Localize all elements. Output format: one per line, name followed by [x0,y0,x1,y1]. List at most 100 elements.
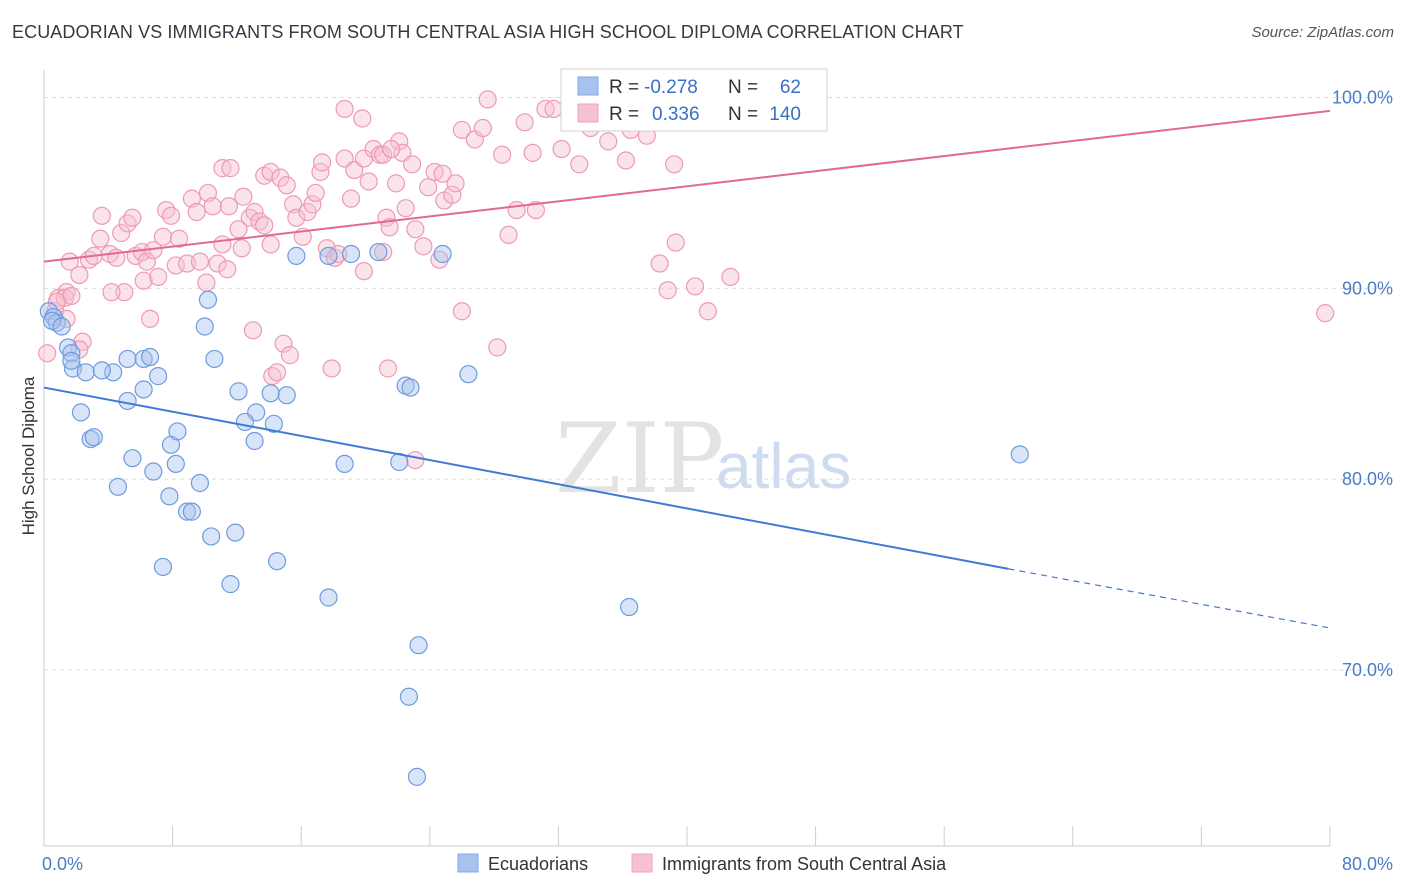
legend-pink-r-value: 0.336 [652,104,700,125]
data-point-ecuadorians [409,636,428,655]
data-point-immigrants [526,200,545,220]
data-point-ecuadorians [198,290,218,309]
data-point-ecuadorians [407,767,427,786]
data-point-immigrants [203,197,222,216]
data-point-ecuadorians [287,246,306,265]
data-point-ecuadorians [104,363,123,382]
data-point-immigrants [118,214,137,233]
data-point-immigrants [280,346,300,365]
data-point-ecuadorians [190,473,210,493]
data-point-immigrants [386,174,406,193]
data-point-ecuadorians [76,363,95,382]
legend-bottom-ecuadorians-swatch [457,853,479,873]
data-point-immigrants [433,164,452,183]
data-point-ecuadorians [620,597,639,617]
data-point-immigrants [452,302,472,321]
data-point-ecuadorians [202,527,221,546]
data-point-immigrants [380,218,399,237]
watermark: ZIP atlas [555,403,851,515]
data-point-immigrants [70,265,89,285]
data-point-immigrants [499,225,518,244]
x-tick-label: 80.0% [1342,854,1393,874]
data-point-immigrants [303,195,322,214]
data-point-ecuadorians [62,351,81,370]
data-point-immigrants [261,162,280,182]
series-ecuadorians-points [39,242,1029,786]
data-point-immigrants [353,109,372,128]
data-point-ecuadorians [267,552,287,571]
data-point-immigrants [306,183,325,203]
data-point-immigrants [92,206,111,225]
axes [43,70,1331,847]
data-point-ecuadorians [459,365,478,384]
data-point-ecuadorians [319,246,338,265]
data-point-immigrants [335,99,354,119]
data-point-ecuadorians [235,412,255,432]
y-axis-label: High School Diploma [19,376,38,535]
data-point-ecuadorians [62,344,81,363]
data-point-immigrants [190,252,210,271]
legend-blue-n-label: N = [728,77,758,98]
data-point-ecuadorians [369,242,388,262]
data-point-immigrants [666,233,685,252]
data-point-immigrants [341,189,361,208]
data-point-ecuadorians [261,384,280,403]
legend-bottom: Ecuadorians Immigrants from South Centra… [457,853,947,874]
legend-blue-swatch [577,76,599,96]
data-point-ecuadorians [134,380,153,399]
gridlines [44,97,1390,671]
legend-top-box [560,68,828,132]
legend-blue-r-value: -0.278 [644,77,698,98]
x-tick-label: 0.0% [42,854,83,874]
data-point-immigrants [414,237,433,256]
data-point-immigrants [267,363,287,382]
data-point-ecuadorians [59,338,78,357]
data-point-immigrants [218,260,237,279]
data-point-immigrants [599,132,618,151]
data-point-ecuadorians [399,687,419,706]
data-point-immigrants [229,220,248,239]
legend-pink-n-value: 140 [769,104,801,125]
data-point-immigrants [153,227,173,246]
data-point-immigrants [446,174,465,193]
data-point-immigrants [243,321,263,340]
data-point-ecuadorians [168,422,187,441]
trend-line-immigrants [43,109,1331,263]
data-point-immigrants [507,200,526,220]
data-point-ecuadorians [433,244,452,264]
series-immigrants-points [38,88,1335,470]
data-point-immigrants [493,145,512,164]
data-point-ecuadorians [153,557,173,577]
data-point-immigrants [197,273,216,292]
watermark-atlas: atlas [716,430,851,502]
data-point-immigrants [115,283,134,302]
data-point-ecuadorians [226,523,245,542]
data-point-immigrants [354,262,373,281]
data-point-immigrants [169,229,189,248]
y-tick-labels: 70.0% 80.0% 90.0% 100.0% [1332,88,1393,681]
data-point-immigrants [665,155,684,174]
data-point-ecuadorians [229,382,248,401]
data-point-immigrants [552,139,571,159]
data-point-immigrants [359,172,378,191]
data-point-immigrants [311,162,330,182]
data-point-immigrants [544,99,563,119]
data-point-immigrants [198,183,218,203]
data-point-ecuadorians [118,391,137,411]
legend-bottom-ecuadorians-label: Ecuadorians [488,854,588,874]
data-point-ecuadorians [277,386,296,405]
data-point-immigrants [430,250,449,269]
trend-lines [43,109,1331,629]
data-point-immigrants [234,187,253,206]
data-point-immigrants [187,202,206,222]
data-point-ecuadorians [108,477,128,496]
data-point-immigrants [38,344,57,363]
source-label: Source: ZipAtlas.com [1251,24,1394,41]
data-point-ecuadorians [52,317,71,336]
legend-top: R = -0.278 N = 62 R = 0.336 N = 140 [560,68,828,132]
legend-pink-r-label: R = [609,104,639,125]
data-point-immigrants [650,254,669,273]
data-point-immigrants [123,208,142,227]
data-point-immigrants [406,450,425,470]
data-point-immigrants [245,202,264,222]
